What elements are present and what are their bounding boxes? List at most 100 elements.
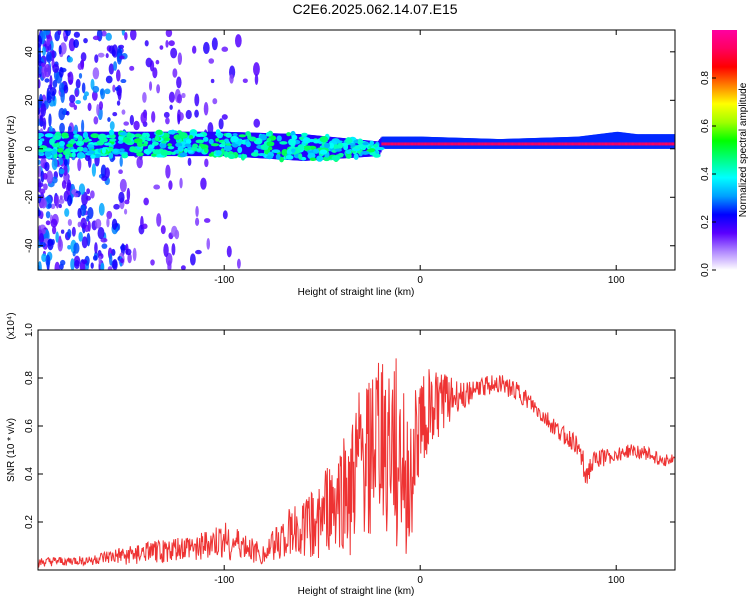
spectrogram-band-blob (198, 143, 205, 147)
spectrogram-noise-cell (40, 103, 47, 117)
spectrogram-band-blob (167, 143, 173, 147)
spectrogram-band-blob (225, 132, 232, 138)
spectrogram-noise-cell (113, 61, 118, 71)
spectrogram-noise-cell (94, 54, 99, 63)
spectrogram-noise-cell (200, 177, 207, 190)
snr-axes: -100 0 100 0.2 0.4 0.6 0.8 1.0 (24, 323, 675, 586)
spectrogram-band-blob (159, 142, 167, 149)
spectrogram-noise-cell (90, 262, 94, 269)
spectrogram-noise-cell (83, 37, 88, 44)
spectrogram-noise-cell (50, 203, 56, 209)
snr-panel: -100 0 100 0.2 0.4 0.6 0.8 1.0 Height of straig… (6, 312, 676, 597)
spectrogram-noise-cell (226, 245, 232, 258)
spectrogram-noise-cell (75, 100, 81, 105)
spectrogram-band-blob (136, 152, 144, 157)
spectrogram-band-blob (71, 152, 76, 158)
spectrogram-noise-cell (81, 119, 85, 134)
spectrogram-noise-cell (38, 182, 44, 188)
spectrogram-noise-cell (113, 203, 120, 210)
spectrogram-noise-cell (120, 79, 127, 84)
spectrogram-noise-cell (40, 170, 45, 183)
spectrogram-noise-cell (218, 118, 224, 130)
spectrogram-noise-cell (67, 194, 73, 207)
spectrogram-noise-cell (58, 168, 65, 175)
spectrogram-band-blob (208, 138, 214, 145)
spectrogram-noise-cell (63, 84, 69, 94)
spectrogram-noise-cell (156, 84, 161, 94)
spectrogram-xlabel: Height of straight line (km) (298, 287, 415, 298)
spectrogram-noise-cell (100, 237, 108, 243)
spectrogram-band-blob (122, 138, 131, 144)
spectrogram-band-blob (216, 132, 224, 139)
spectrogram-band-blob (323, 142, 331, 149)
spectrogram-band-blob (108, 134, 114, 139)
spectrogram-noise-cell (81, 236, 88, 249)
spectrogram-noise-cell (206, 237, 211, 250)
spectrogram-noise-cell (78, 231, 83, 242)
spectrogram-noise-cell (80, 217, 87, 230)
spectrogram-noise-cell (112, 84, 116, 93)
spectrogram-noise-cell (149, 81, 153, 91)
spectrogram-band-blob (57, 147, 64, 153)
spectrogram-band-blob (265, 132, 272, 137)
spectrogram-noise-cell (78, 183, 86, 195)
spectrogram-noise-cell (69, 101, 76, 108)
spectrogram-noise-cell (195, 217, 200, 226)
snr-ytick-label: 0.4 (24, 467, 35, 481)
spectrogram-noise-cell (129, 65, 135, 71)
spectrogram-band-blob (136, 141, 143, 148)
colorbar-tick-label: 0.2 (700, 215, 711, 229)
spectrogram-noise-cell (92, 85, 100, 93)
spectrogram-noise-cell (63, 159, 68, 167)
spectrogram-noise-cell (165, 164, 171, 179)
spectrogram-band-blob (362, 142, 369, 146)
spectrogram-noise-cell (105, 75, 113, 84)
spectrogram-band-blob (44, 148, 54, 152)
spectrogram-noise-cell (38, 261, 42, 270)
spectrogram-noise-cell (44, 161, 50, 172)
spectrogram-noise-cell (45, 220, 51, 226)
spectrogram-band-blob (291, 134, 298, 140)
spectrogram-noise-cell (64, 208, 70, 217)
spectrogram-noise-cell (124, 208, 128, 215)
spectrogram-noise-cell (80, 58, 85, 70)
spectrogram-band-blob (232, 133, 238, 137)
spectrogram-noise-cell (46, 170, 54, 184)
spectrogram-noise-cell (67, 219, 72, 226)
spectrogram-noise-cell (142, 92, 147, 103)
snr-series-line (38, 358, 675, 568)
spectrogram-xtick-label: 0 (417, 275, 423, 286)
spectrogram-band-blob (204, 147, 209, 154)
spectrogram-band-blob (76, 146, 84, 152)
snr-ytick-label: 0.8 (24, 371, 35, 385)
spectrogram-band-blob (354, 145, 360, 150)
spectrogram-band-blob (360, 150, 370, 155)
spectrogram-panel: -100 0 100 -40 -20 0 20 40 Height of straight l… (6, 29, 676, 298)
spectrogram-axes: -100 0 100 -40 -20 0 20 40 (24, 30, 675, 286)
spectrogram-band-blob (248, 136, 257, 142)
spectrogram-noise-cell (97, 226, 105, 240)
spectrogram-band-blob (319, 135, 329, 143)
spectrogram-noise-cell (176, 76, 182, 89)
colorbar: 0.0 0.2 0.4 0.6 0.8 Normalized spectral ampl… (700, 30, 749, 277)
spectrogram-band-blob (275, 153, 281, 160)
spectrogram-noise-cell (98, 202, 105, 216)
spectrogram-band-blob (195, 133, 204, 138)
spectrogram-band-blob (237, 146, 243, 154)
spectrogram-noise-cell (170, 47, 178, 59)
spectrogram-band-blob (126, 132, 132, 139)
spectrogram-noise-cell (111, 218, 118, 230)
spectrogram-noise-cell (60, 89, 65, 104)
spectrogram-noise-cell (62, 164, 68, 176)
spectrogram-band-blob (208, 153, 213, 157)
spectrogram-noise-cell (156, 213, 162, 227)
spectrogram-noise-cell (253, 62, 260, 77)
spectrogram-band-blob (221, 141, 226, 146)
spectrogram-noise-cell (58, 203, 62, 209)
spectrogram-band-blob (108, 152, 114, 159)
spectrogram-noise-cell (59, 259, 66, 266)
spectrogram-noise-cell (118, 191, 125, 203)
spectrogram-noise-cell (77, 208, 82, 219)
spectrogram-band-blob (290, 148, 296, 153)
